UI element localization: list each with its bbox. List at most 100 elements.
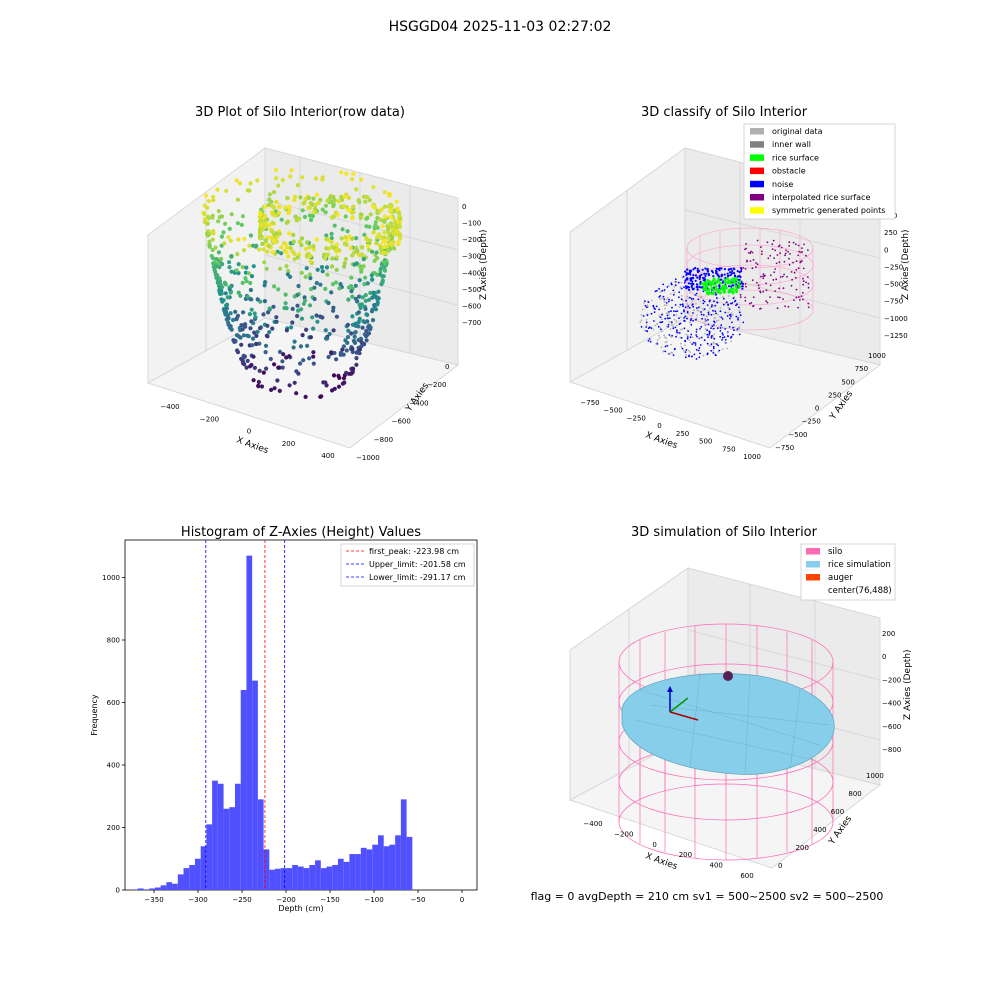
original-point <box>663 334 665 337</box>
raw-point <box>331 328 336 333</box>
interpolated-point <box>756 281 758 284</box>
original-point <box>685 354 687 356</box>
interpolated-point <box>766 301 769 304</box>
raw-point <box>271 304 276 309</box>
noise-point <box>658 296 661 298</box>
raw-point <box>286 269 291 274</box>
raw-point <box>224 188 229 193</box>
hist-bar <box>320 868 327 891</box>
noise-point <box>723 336 726 338</box>
raw-point <box>267 197 272 202</box>
tick-label: 0 <box>778 862 782 870</box>
original-point <box>704 319 706 322</box>
interpolated-point <box>778 261 781 264</box>
rice-surface-point <box>719 281 722 285</box>
raw-point <box>334 242 339 247</box>
center-axes-glyph <box>667 686 699 721</box>
original-point <box>695 294 698 297</box>
raw-point <box>214 257 219 262</box>
raw-point <box>307 303 313 308</box>
raw-point <box>228 290 233 295</box>
tick-label: 500 <box>841 378 854 386</box>
raw-point <box>365 332 370 337</box>
raw-point <box>308 253 313 259</box>
interpolated-point <box>745 243 747 245</box>
noise-point <box>674 326 677 329</box>
interpolated-point <box>749 260 752 262</box>
raw-point <box>357 347 363 352</box>
raw-point <box>257 247 262 252</box>
rice-surface-point <box>709 284 713 287</box>
raw-point <box>227 226 232 231</box>
raw-point <box>289 168 294 173</box>
original-point <box>699 328 701 331</box>
raw-point <box>360 295 365 300</box>
raw-point <box>320 315 325 320</box>
auger-marker <box>723 671 733 681</box>
hist-bar <box>194 858 201 890</box>
original-point <box>712 349 715 352</box>
noise-point <box>713 324 715 326</box>
original-point <box>681 328 684 331</box>
original-point <box>660 318 663 321</box>
hist-bar <box>315 860 321 890</box>
raw-point <box>372 258 377 263</box>
raw-point <box>258 230 263 235</box>
raw-point <box>264 366 269 371</box>
raw-point <box>287 204 292 209</box>
raw-point <box>261 370 266 375</box>
raw-point <box>332 386 337 391</box>
noise-point <box>738 311 741 314</box>
original-point <box>666 341 668 343</box>
original-point <box>717 319 720 322</box>
raw-point <box>292 380 297 385</box>
interpolated-point <box>762 277 765 280</box>
raw-point <box>298 361 303 366</box>
noise-point <box>683 286 685 289</box>
noise-point <box>700 325 703 328</box>
raw-point <box>324 236 329 242</box>
raw-point <box>328 195 333 200</box>
raw-point <box>204 193 209 198</box>
raw-point <box>234 316 239 321</box>
interpolated-point <box>761 250 763 253</box>
original-point <box>689 321 692 324</box>
hist-x-tick-label: −100 <box>364 896 383 904</box>
tick-label: −600 <box>882 723 901 731</box>
raw-point <box>276 365 281 370</box>
interpolated-point <box>801 247 803 250</box>
legend-entry: first_peak: -223.98 cm <box>369 547 459 556</box>
noise-point <box>692 298 695 300</box>
interpolated-point <box>778 244 781 247</box>
legend-entry: original data <box>772 127 823 136</box>
raw-point <box>265 334 270 339</box>
raw-point <box>364 236 369 242</box>
noise-point <box>727 285 731 288</box>
interpolated-point <box>744 283 747 285</box>
raw-point <box>370 318 376 323</box>
noise-point <box>662 295 665 298</box>
rice-surface-point <box>724 286 727 290</box>
noise-point <box>686 268 689 271</box>
original-point <box>726 347 728 350</box>
raw-point <box>251 243 256 248</box>
original-point <box>688 349 690 352</box>
interpolated-point <box>799 261 802 264</box>
hist-bar <box>252 680 258 891</box>
rice-surface-point <box>714 280 718 283</box>
noise-point <box>678 296 680 299</box>
raw-point <box>363 275 368 280</box>
interpolated-point <box>794 243 797 246</box>
raw-point <box>361 194 367 199</box>
noise-point <box>703 339 706 342</box>
noise-point <box>712 275 715 278</box>
interpolated-point <box>765 300 768 302</box>
noise-point <box>675 335 677 338</box>
raw-point <box>256 384 261 389</box>
raw-point <box>257 218 263 224</box>
original-point <box>712 313 715 316</box>
raw-point <box>359 344 364 349</box>
raw-point <box>286 210 291 216</box>
interpolated-point <box>773 271 776 274</box>
raw-point <box>260 227 265 232</box>
